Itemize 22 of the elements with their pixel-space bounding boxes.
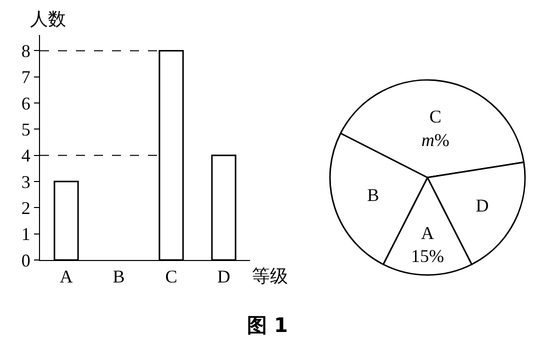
y-tick-label: 8 [21, 41, 30, 61]
y-tick-label: 7 [21, 67, 30, 88]
x-tick-label: B [112, 266, 125, 287]
slice-label: C [429, 106, 442, 126]
y-tick-label: 0 [21, 250, 30, 270]
y-tick-label: 4 [21, 146, 30, 166]
y-tick-label: 6 [21, 93, 30, 114]
x-tick-label: A [60, 266, 73, 287]
y-tick-label: 1 [21, 224, 30, 244]
x-tick-label: D [217, 266, 230, 287]
data-label: m% [421, 130, 450, 150]
slice-label: A [421, 222, 434, 243]
slice-label: B [367, 185, 380, 206]
x-axis-title: 等级 [252, 266, 288, 286]
slice-label: D [476, 195, 489, 216]
y-tick-label: 3 [21, 172, 30, 192]
data-label: 15% [411, 246, 444, 266]
y-tick-label: 2 [21, 198, 30, 218]
x-tick-label: C [165, 266, 178, 287]
y-tick-label: 5 [21, 119, 30, 140]
y-axis-title: 人数 [30, 9, 66, 29]
caption: 图 1 [246, 312, 289, 339]
